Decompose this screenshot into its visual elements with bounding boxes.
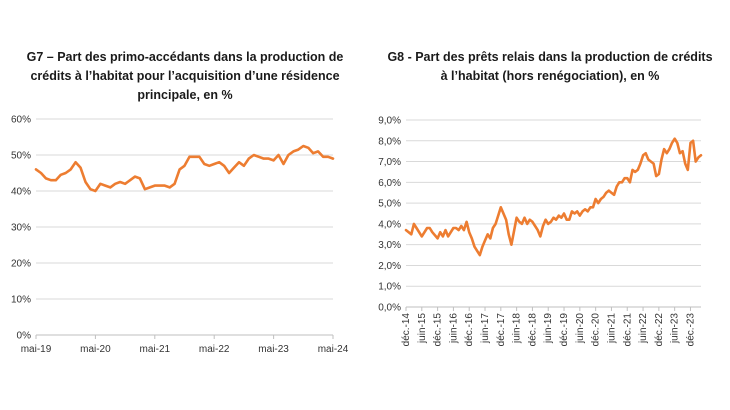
g8-y-tick-label: 5,0% (378, 199, 401, 210)
chart-g7: 0% 10% 20% 30% 40% 50% 60% mai-19 mai-20 mai-21 ma… (11, 115, 349, 356)
g8-y-tick-label: 1,0% (378, 282, 401, 293)
g7-x-tick-label: mai-20 (80, 344, 111, 355)
g7-y-tick-label: 0% (17, 331, 32, 342)
g8-x-tick-label: déc.-23 (685, 313, 696, 347)
g8-x-tick-label: juin-18 (512, 313, 523, 344)
g7-series-line (34, 144, 335, 193)
g7-x-tick-label: mai-24 (318, 344, 349, 355)
g7-y-tick-label: 40% (11, 187, 31, 198)
chart-g8: 0,0% 1,0% 2,0% 3,0% 4,0% 5,0% 6,0% 7,0% 8,0% 9,0%… (378, 116, 703, 347)
g7-x-tick-label: mai-19 (21, 344, 52, 355)
g8-y-tick-label: 6,0% (378, 178, 401, 189)
g8-x-tick-label: déc.-14 (401, 313, 412, 347)
chart-g8-title-line: à l’habitat (hors renégociation), en % (440, 69, 660, 83)
g8-y-tick-label: 7,0% (378, 157, 401, 168)
g8-x-tick-label: déc.-17 (496, 313, 507, 347)
g8-x-tick-label: juin-22 (638, 313, 649, 344)
chart-g8-title: G8 - Part des prêts relais dans la produ… (370, 48, 730, 86)
g7-y-tick-label: 30% (11, 223, 31, 234)
g8-x-tick-label: juin-23 (670, 313, 681, 344)
g7-y-tick-label: 10% (11, 295, 31, 306)
g8-x-tick-label: juin-17 (480, 313, 491, 344)
g8-x-tick-label: déc.-15 (433, 313, 444, 347)
g8-x-tick-label: juin-21 (606, 313, 617, 344)
g8-x-tick-label: déc.-21 (622, 313, 633, 347)
g8-y-tick-label: 3,0% (378, 240, 401, 251)
g7-y-tick-label: 60% (11, 115, 31, 126)
g8-y-tick-label: 9,0% (378, 116, 401, 127)
g8-x-tick-label: déc.-22 (654, 313, 665, 347)
g8-y-tick-label: 4,0% (378, 219, 401, 230)
g8-x-tick-label: déc.-16 (464, 313, 475, 347)
g7-y-tick-label: 50% (11, 151, 31, 162)
g8-x-tick-label: juin-20 (575, 313, 586, 344)
g8-y-tick-label: 0,0% (378, 303, 401, 314)
g7-y-tick-label: 20% (11, 259, 31, 270)
g8-x-tick-label: déc.-20 (591, 313, 602, 347)
chart-g7-title-line: G7 – Part des primo-accédants dans la pr… (26, 50, 344, 64)
g7-x-tick-label: mai-21 (140, 344, 171, 355)
g8-y-tick-label: 8,0% (378, 136, 401, 147)
g7-x-tick-label: mai-22 (199, 344, 230, 355)
chart-g7-title-line: crédits à l’habitat pour l’acquisition d… (30, 69, 340, 83)
g8-x-tick-label: déc.-18 (527, 313, 538, 347)
g8-series-line (404, 137, 703, 257)
g7-x-tick-label: mai-23 (258, 344, 289, 355)
g8-y-tick-label: 2,0% (378, 261, 401, 272)
g8-x-tick-label: déc.-19 (559, 313, 570, 347)
chart-g7-title-line: principale, en % (137, 88, 233, 102)
chart-g8-title-line: G8 - Part des prêts relais dans la produ… (387, 50, 713, 64)
g8-x-tick-label: juin-16 (448, 313, 459, 344)
g8-x-tick-label: juin-19 (543, 313, 554, 344)
g8-x-tick-label: juin-15 (417, 313, 428, 344)
chart-g7-title: G7 – Part des primo-accédants dans la pr… (0, 48, 370, 105)
